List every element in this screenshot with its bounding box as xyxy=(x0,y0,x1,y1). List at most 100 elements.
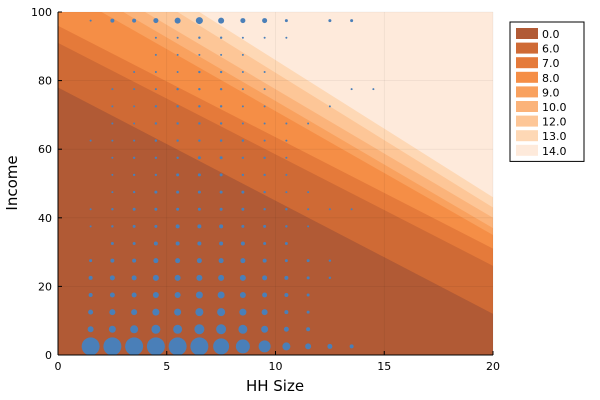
scatter-point xyxy=(263,190,266,194)
legend: 0.0 6.07.0 8.09.0 10.0 12.013.0 14.0 xyxy=(509,21,585,162)
scatter-point xyxy=(284,259,288,263)
scatter-point xyxy=(241,173,245,177)
x-tick-label: 10 xyxy=(269,360,283,373)
scatter-point xyxy=(133,122,136,125)
scatter-point xyxy=(176,36,179,39)
scatter-point xyxy=(154,139,158,142)
scatter-point xyxy=(153,241,158,246)
scatter-point xyxy=(89,259,93,263)
scatter-point xyxy=(328,105,331,108)
scatter-point xyxy=(284,310,289,315)
scatter-point xyxy=(176,207,180,211)
scatter-point xyxy=(263,139,266,142)
scatter-point xyxy=(241,122,244,125)
scatter-point xyxy=(197,190,201,194)
scatter-point xyxy=(283,326,289,332)
legend-entry: 9.0 xyxy=(542,86,560,99)
scatter-point xyxy=(154,122,158,125)
scatter-point xyxy=(133,88,136,91)
scatter-point xyxy=(241,105,244,108)
scatter-point xyxy=(372,88,375,91)
scatter-point xyxy=(263,105,266,108)
scatter-point xyxy=(151,324,161,334)
scatter-point xyxy=(327,343,333,349)
scatter-point xyxy=(197,224,202,229)
scatter-point xyxy=(175,258,181,264)
scatter-point xyxy=(285,173,288,176)
scatter-point xyxy=(262,18,268,24)
scatter-point xyxy=(111,208,114,211)
scatter-point xyxy=(219,241,224,246)
scatter-point xyxy=(198,87,201,91)
scatter-point xyxy=(219,139,223,142)
scatter-point xyxy=(89,139,92,142)
y-tick-label: 60 xyxy=(38,143,52,156)
scatter-point xyxy=(133,71,136,74)
scatter-point xyxy=(146,337,165,355)
legend-swatch xyxy=(516,57,538,69)
scatter-point xyxy=(219,156,223,160)
contour-band-0-0 xyxy=(58,87,493,355)
scatter-point xyxy=(219,122,223,125)
scatter-point xyxy=(174,308,182,316)
scatter-point xyxy=(176,139,179,142)
scatter-point xyxy=(111,105,114,108)
scatter-point xyxy=(196,274,203,281)
scatter-point xyxy=(235,339,250,354)
scatter-point xyxy=(284,275,289,280)
scatter-point xyxy=(110,18,115,23)
x-tick-label: 20 xyxy=(486,360,500,373)
scatter-point xyxy=(88,309,94,315)
scatter-point xyxy=(219,87,223,91)
scatter-point xyxy=(306,259,310,263)
scatter-point xyxy=(190,337,209,355)
scatter-point xyxy=(154,105,158,108)
scatter-point xyxy=(285,208,288,211)
scatter-point xyxy=(111,122,114,125)
scatter-point xyxy=(198,122,201,125)
y-tick-label: 80 xyxy=(38,75,52,88)
scatter-point xyxy=(132,156,136,159)
legend-swatch xyxy=(516,115,538,127)
scatter-point xyxy=(239,291,246,298)
scatter-point xyxy=(111,191,114,194)
scatter-point xyxy=(89,208,92,211)
scatter-point xyxy=(131,292,137,298)
scatter-point xyxy=(176,122,179,125)
y-tick-label: 40 xyxy=(38,212,52,225)
scatter-point xyxy=(263,88,266,91)
scatter-point xyxy=(241,71,244,74)
scatter-point xyxy=(108,325,116,333)
scatter-point xyxy=(132,224,136,228)
scatter-point xyxy=(307,122,310,125)
scatter-point xyxy=(306,327,311,332)
scatter-point xyxy=(241,88,244,91)
scatter-point xyxy=(217,308,226,317)
legend-swatch xyxy=(516,144,538,156)
scatter-point xyxy=(307,208,310,211)
scatter-point xyxy=(306,293,310,297)
scatter-point xyxy=(241,190,245,194)
scatter-point xyxy=(219,207,223,211)
scatter-point xyxy=(174,274,181,281)
scatter-point xyxy=(285,36,288,39)
scatter-point xyxy=(173,324,183,334)
scatter-point xyxy=(110,258,115,263)
scatter-point xyxy=(263,156,266,159)
scatter-point xyxy=(152,291,159,298)
scatter-point xyxy=(285,139,288,142)
scatter-point xyxy=(154,156,158,159)
scatter-point xyxy=(81,337,100,355)
legend-entry: 10.0 xyxy=(542,101,567,114)
scatter-point xyxy=(213,338,230,355)
scatter-point xyxy=(263,224,267,228)
scatter-point xyxy=(219,190,223,194)
scatter-point xyxy=(262,275,268,281)
scatter-point xyxy=(197,173,201,177)
scatter-point xyxy=(261,325,269,333)
legend-swatch xyxy=(516,86,538,98)
scatter-point xyxy=(240,258,246,264)
y-tick-label: 0 xyxy=(45,349,52,362)
scatter-point xyxy=(109,309,116,316)
